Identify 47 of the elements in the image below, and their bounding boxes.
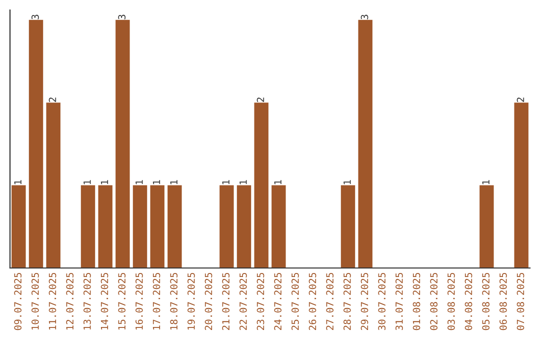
x-tick-label: 22.07.2025 [239,272,247,330]
data-label: 1 [170,180,178,184]
x-tick-label: 26.07.2025 [308,272,316,330]
x-tick-label: 11.07.2025 [48,272,56,330]
x-tick-label: 04.08.2025 [464,272,472,330]
x-tick-label: 29.07.2025 [360,272,368,330]
x-tick-label: 16.07.2025 [135,272,143,330]
data-label: 1 [240,180,247,184]
data-label: 1 [482,180,490,184]
data-label: 3 [118,14,126,20]
data-label: 1 [344,180,351,184]
x-tick-label: 13.07.2025 [83,272,91,330]
x-tick-label: 09.07.2025 [14,272,22,330]
data-label: 1 [222,180,230,184]
x-tick-label: 17.07.2025 [152,272,160,330]
x-tick-label: 02.08.2025 [430,272,438,330]
x-tick-label: 24.07.2025 [274,272,282,330]
data-label: 3 [360,14,368,20]
x-tick-label: 18.07.2025 [170,272,178,330]
x-tick-label: 07.08.2025 [516,272,524,330]
x-tick-label: 05.08.2025 [482,272,490,330]
data-label: 1 [14,180,22,184]
x-tick-label: 20.07.2025 [204,272,212,330]
data-label: 1 [84,180,91,184]
x-tick-label: 14.07.2025 [100,272,108,330]
x-tick-label: 31.07.2025 [395,272,403,330]
x-tick-label: 21.07.2025 [222,272,230,330]
x-tick-label: 12.07.2025 [66,272,74,330]
x-tick-label: 23.07.2025 [256,272,264,330]
x-tick-label: 27.07.2025 [326,272,334,330]
data-label: 3 [31,14,39,20]
x-tick-label: 30.07.2025 [378,272,386,330]
x-tick-label: 10.07.2025 [31,272,39,330]
x-tick-label: 19.07.2025 [187,272,195,330]
x-tick-label: 28.07.2025 [343,272,351,330]
data-label: 2 [256,98,264,102]
data-label: 2 [516,98,524,102]
x-tick-label: 06.08.2025 [499,272,507,330]
data-label: 1 [274,180,282,184]
x-tick-label: 15.07.2025 [118,272,126,330]
x-tick-label: 03.08.2025 [447,272,455,330]
x-tick-label: 01.08.2025 [412,272,420,330]
data-label: 1 [136,180,143,184]
data-label: 2 [48,98,56,102]
data-label: 1 [152,180,160,184]
data-label: 1 [100,180,108,184]
x-tick-label: 25.07.2025 [291,272,299,330]
